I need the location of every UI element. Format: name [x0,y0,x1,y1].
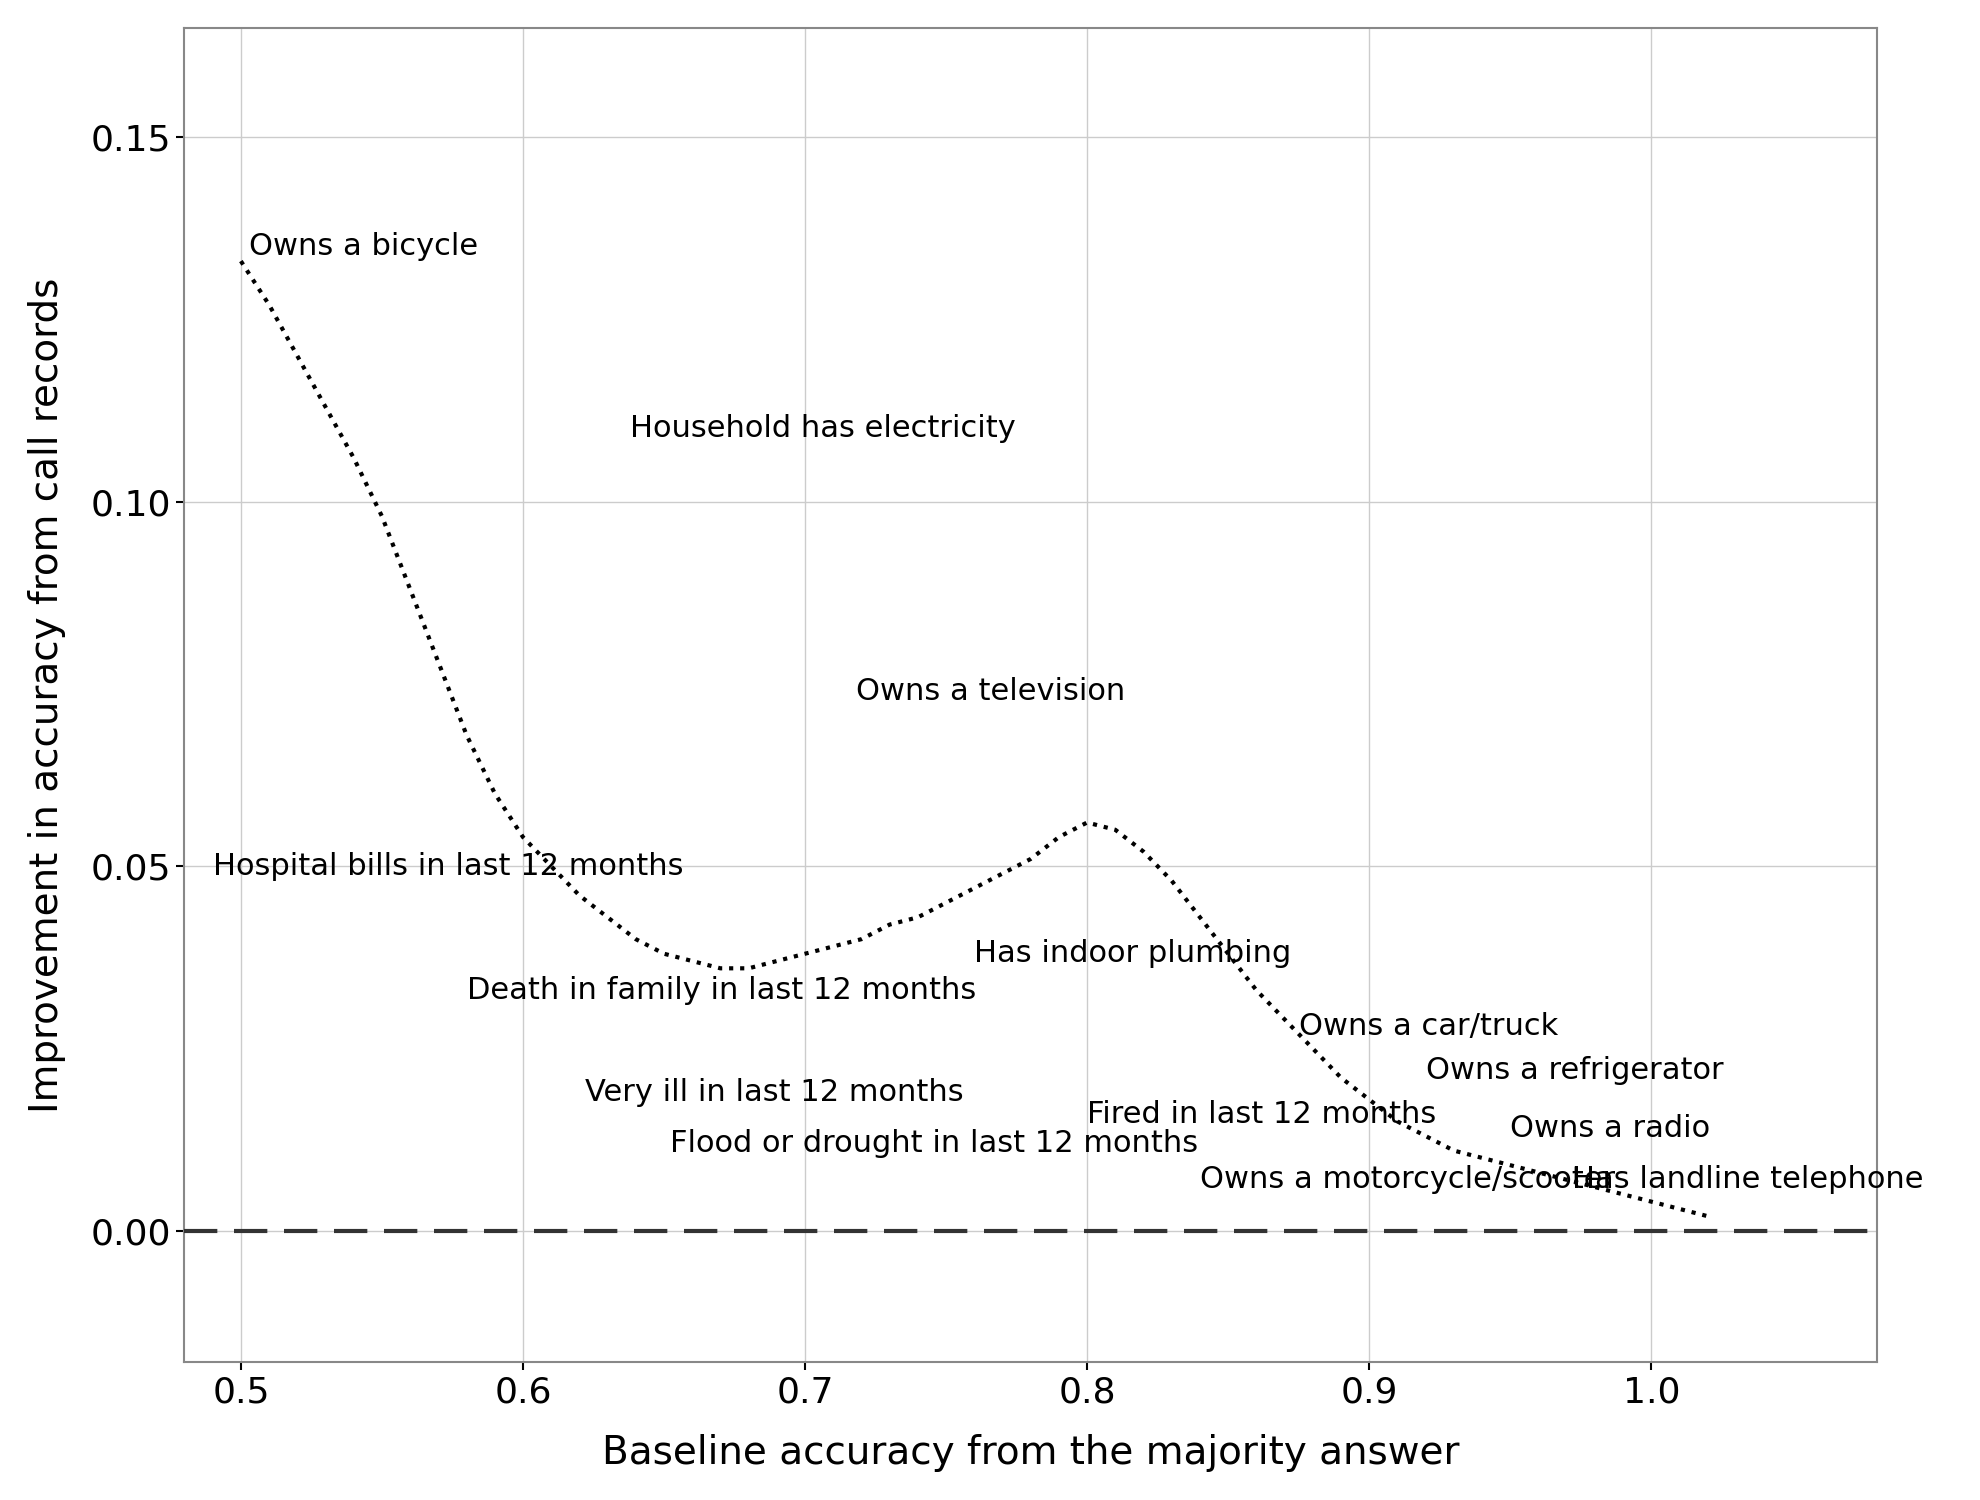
Text: Hospital bills in last 12 months: Hospital bills in last 12 months [212,852,683,880]
Text: Owns a bicycle: Owns a bicycle [249,232,479,261]
Text: Has landline telephone: Has landline telephone [1572,1166,1925,1194]
Y-axis label: Improvement in accuracy from call records: Improvement in accuracy from call record… [28,278,65,1113]
Text: Fired in last 12 months: Fired in last 12 months [1087,1100,1435,1128]
Text: Flood or drought in last 12 months: Flood or drought in last 12 months [669,1130,1198,1158]
Text: Owns a car/truck: Owns a car/truck [1299,1013,1558,1041]
Text: Owns a refrigerator: Owns a refrigerator [1426,1056,1723,1084]
Text: Owns a television: Owns a television [855,676,1125,706]
Text: Owns a motorcycle/scooter: Owns a motorcycle/scooter [1200,1166,1616,1194]
Text: Death in family in last 12 months: Death in family in last 12 months [467,975,976,1005]
Text: Has indoor plumbing: Has indoor plumbing [974,939,1291,969]
Text: Owns a radio: Owns a radio [1511,1114,1711,1143]
Text: Very ill in last 12 months: Very ill in last 12 months [584,1078,964,1107]
Text: Household has electricity: Household has electricity [630,414,1016,444]
X-axis label: Baseline accuracy from the majority answer: Baseline accuracy from the majority answ… [602,1434,1459,1472]
